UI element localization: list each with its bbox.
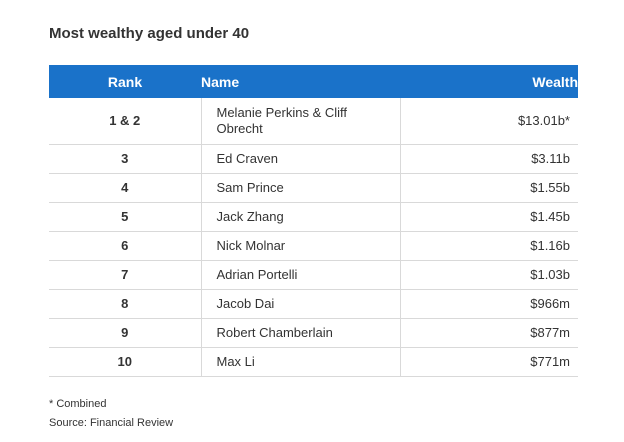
table-row: 8 Jacob Dai $966m: [49, 289, 578, 319]
name-cell: Melanie Perkins & Cliff Obrecht: [200, 98, 401, 145]
table-row: 4 Sam Prince $1.55b: [49, 173, 578, 203]
name-cell: Robert Chamberlain: [200, 318, 401, 348]
name-cell: Ed Craven: [200, 144, 401, 174]
column-header-rank: Rank: [107, 73, 143, 90]
column-header-name: Name: [201, 73, 240, 90]
wealth-table: Rank Name Wealth 1 & 2 Melanie Perkins &…: [49, 65, 578, 377]
name-cell: Sam Prince: [200, 173, 401, 203]
name-cell: Max Li: [200, 347, 401, 377]
rank-cell: 10: [49, 347, 201, 377]
table-row: 1 & 2 Melanie Perkins & Cliff Obrecht $1…: [49, 98, 578, 145]
rank-cell: 7: [49, 260, 201, 290]
wealth-cell: $13.01b*: [400, 98, 578, 145]
rank-cell: 4: [49, 173, 201, 203]
wealth-cell: $966m: [400, 289, 578, 319]
rank-cell: 6: [49, 231, 201, 261]
rank-cell: 9: [49, 318, 201, 348]
wealth-cell: $1.55b: [400, 173, 578, 203]
table-row: 7 Adrian Portelli $1.03b: [49, 260, 578, 290]
page: Most wealthy aged under 40 Rank Name Wea…: [49, 24, 578, 429]
name-cell: Jack Zhang: [200, 202, 401, 232]
wealth-cell: $877m: [400, 318, 578, 348]
wealth-cell: $771m: [400, 347, 578, 377]
source-credit: Source: Financial Review: [49, 417, 174, 429]
table-row: 6 Nick Molnar $1.16b: [49, 231, 578, 261]
footnote: * Combined: [49, 398, 107, 410]
rank-cell: 5: [49, 202, 201, 232]
rank-cell: 8: [49, 289, 201, 319]
column-header-wealth: Wealth: [532, 73, 578, 90]
rank-cell: 1 & 2: [49, 98, 201, 145]
page-title: Most wealthy aged under 40: [49, 25, 250, 42]
notes: * Combined Source: Financial Review: [49, 395, 173, 433]
rank-cell: 3: [49, 144, 201, 174]
table-row: 10 Max Li $771m: [49, 347, 578, 377]
name-cell: Jacob Dai: [200, 289, 401, 319]
name-cell: Adrian Portelli: [200, 260, 401, 290]
wealth-cell: $1.16b: [400, 231, 578, 261]
table-header-row: Rank Name Wealth: [49, 65, 578, 98]
table-row: 3 Ed Craven $3.11b: [49, 144, 578, 174]
name-cell: Nick Molnar: [200, 231, 401, 261]
wealth-cell: $1.45b: [400, 202, 578, 232]
table-row: 9 Robert Chamberlain $877m: [49, 318, 578, 348]
wealth-cell: $3.11b: [400, 144, 578, 174]
wealth-cell: $1.03b: [400, 260, 578, 290]
table-row: 5 Jack Zhang $1.45b: [49, 202, 578, 232]
